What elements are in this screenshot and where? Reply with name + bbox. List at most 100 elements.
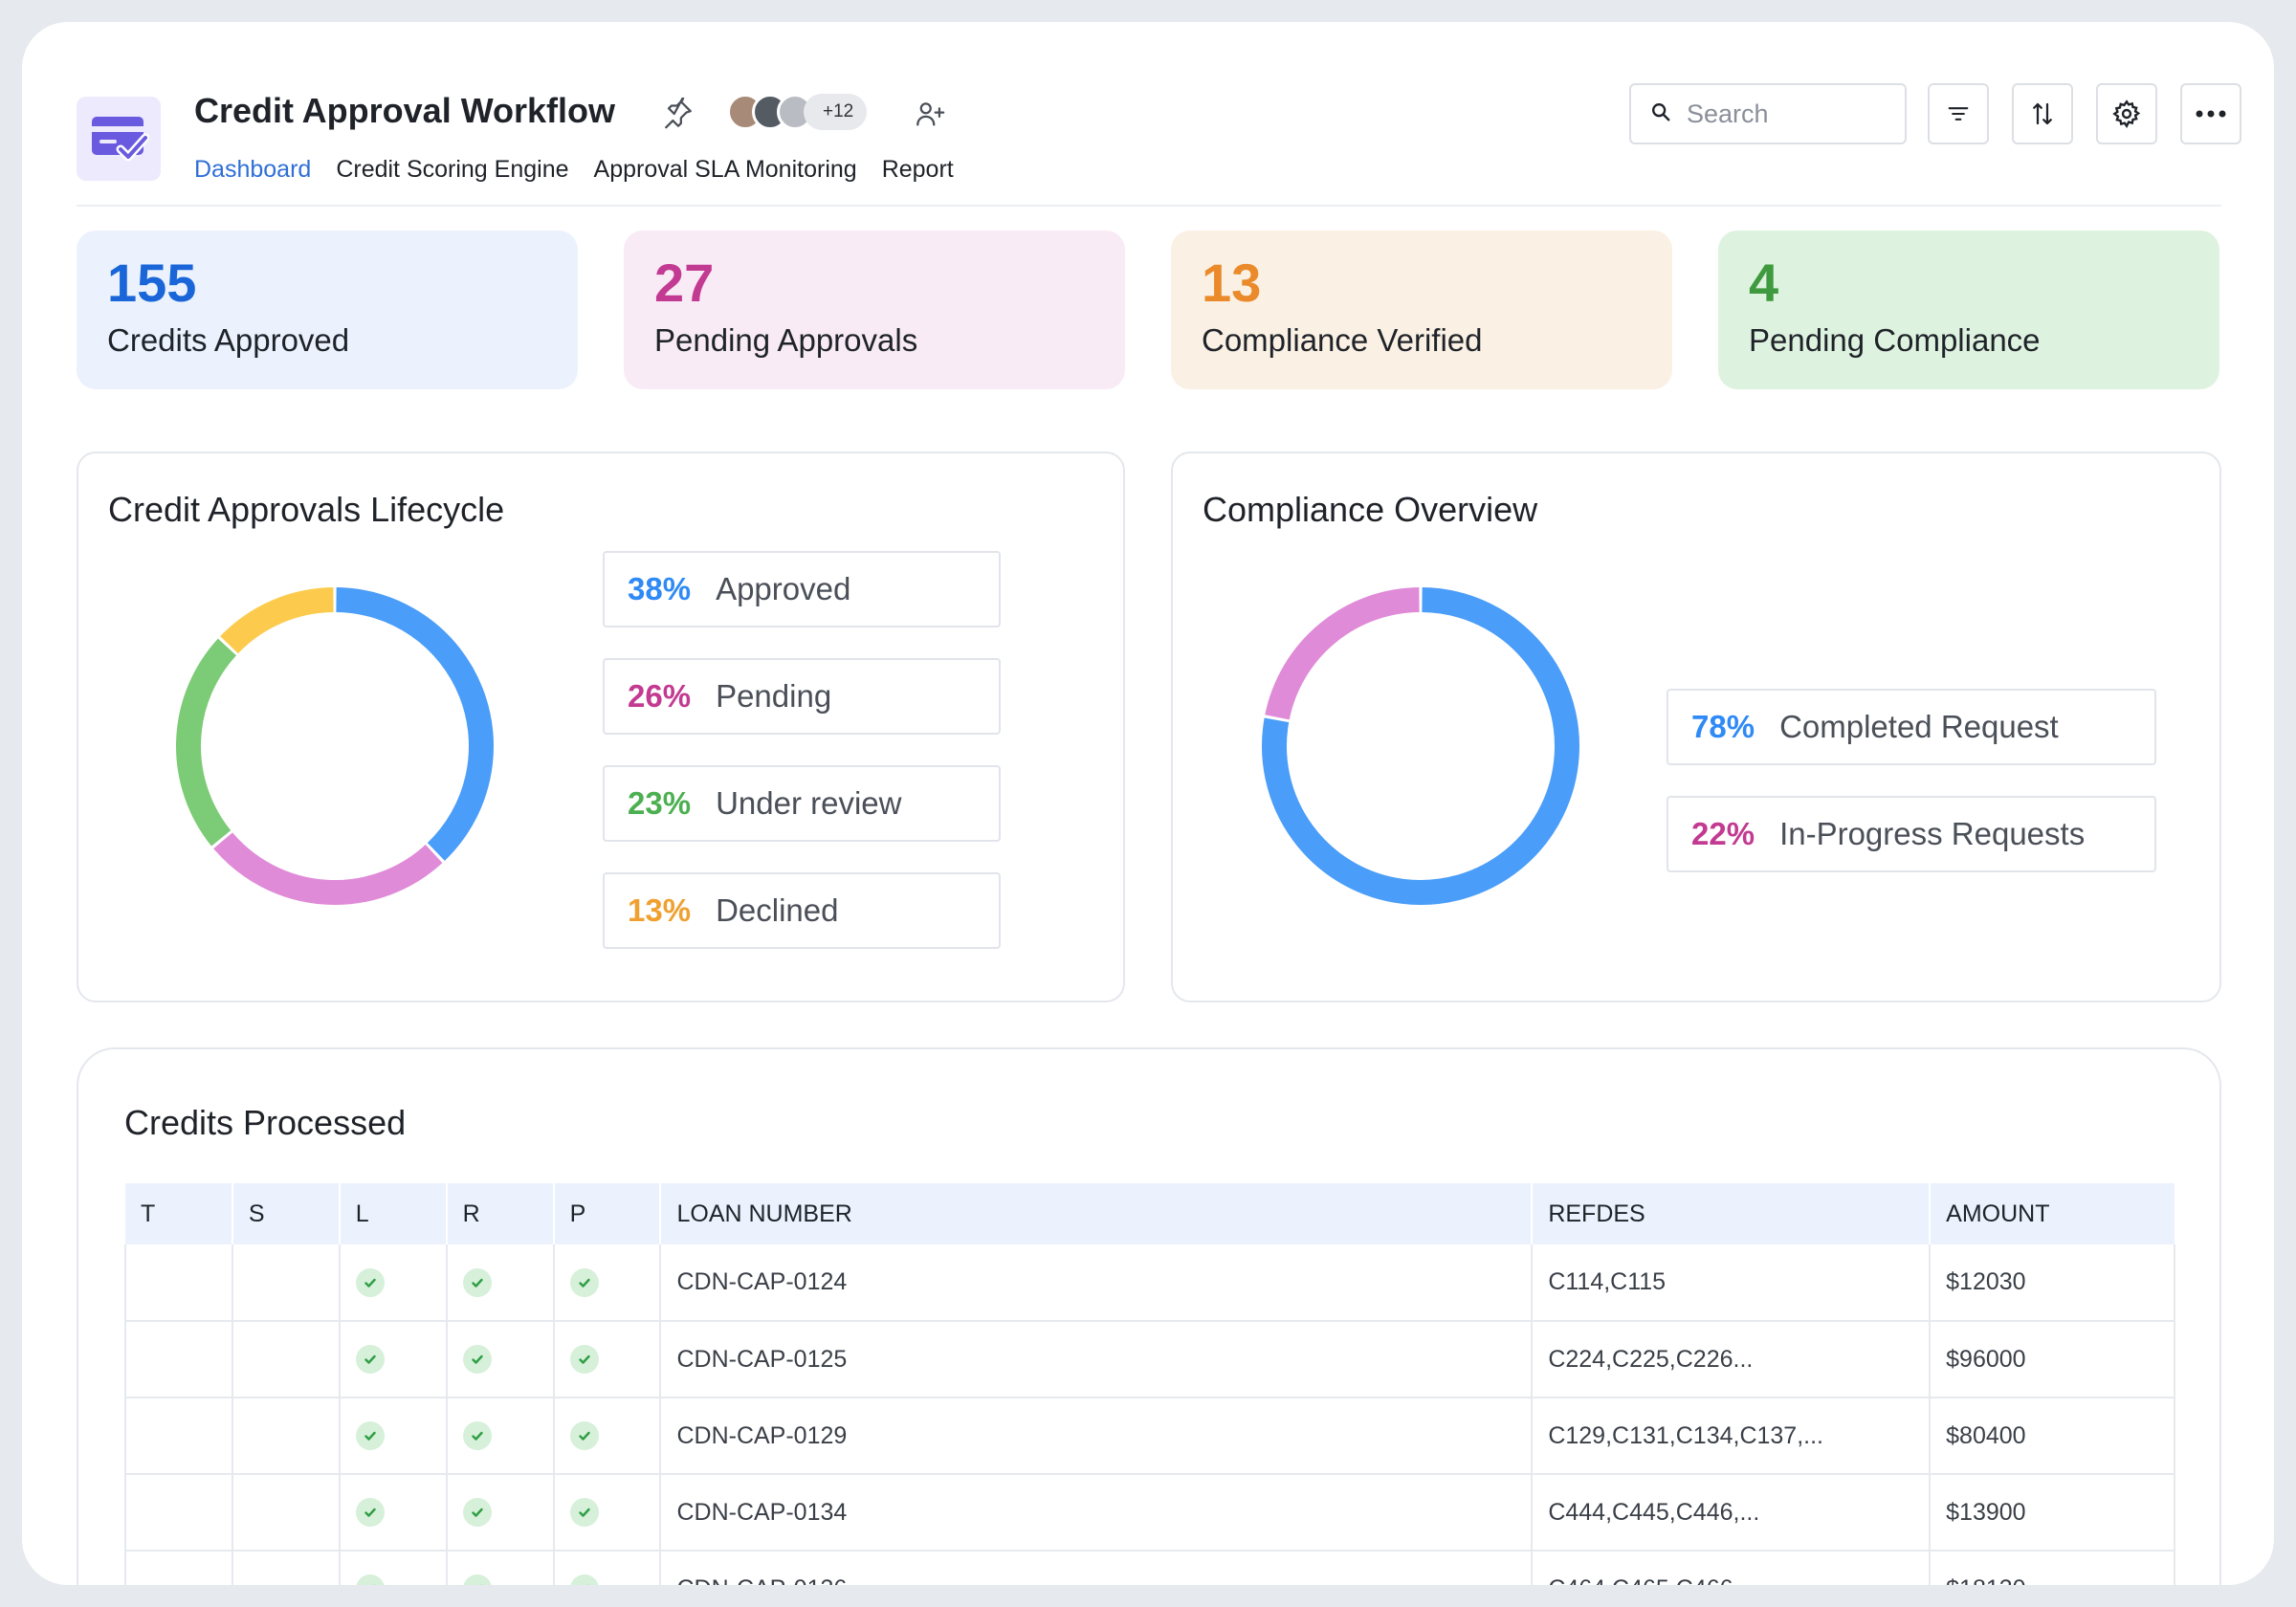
cell-s xyxy=(231,1474,340,1552)
legend-pending[interactable]: 26% Pending xyxy=(603,658,1001,735)
column-header-l[interactable]: L xyxy=(338,1183,447,1244)
cell-amount: $12030 xyxy=(1929,1244,2175,1322)
cell-p xyxy=(552,1474,661,1552)
check-icon xyxy=(355,1498,385,1527)
donut-slice-in-progress-requests[interactable] xyxy=(1265,587,1420,720)
kpi-label: Pending Compliance xyxy=(1749,321,2041,358)
check-icon xyxy=(569,1345,599,1374)
credits-processed-title: Credits Processed xyxy=(124,1103,407,1142)
legend-percent: 23% xyxy=(628,785,692,821)
tab-credit-scoring-engine[interactable]: Credit Scoring Engine xyxy=(336,156,569,183)
search-input[interactable] xyxy=(1687,99,1878,129)
kpi-pending-approvals[interactable]: 27 Pending Approvals xyxy=(624,231,1125,389)
kpi-value: 4 xyxy=(1749,253,1779,313)
cell-amount: $80400 xyxy=(1929,1398,2175,1475)
legend-under-review[interactable]: 23% Under review xyxy=(603,765,1001,842)
kpi-compliance-verified[interactable]: 13 Compliance Verified xyxy=(1171,231,1672,389)
cell-s xyxy=(231,1398,340,1475)
legend-percent: 22% xyxy=(1691,816,1755,851)
legend-declined[interactable]: 13% Declined xyxy=(603,872,1001,949)
check-icon xyxy=(355,1421,385,1450)
legend-percent: 78% xyxy=(1691,709,1755,744)
check-icon xyxy=(355,1267,385,1297)
cell-l xyxy=(338,1244,447,1322)
legend-label: Completed Request xyxy=(1779,709,2059,744)
legend-percent: 13% xyxy=(628,892,692,928)
compliance-title: Compliance Overview xyxy=(1203,490,1538,529)
check-icon xyxy=(569,1574,599,1585)
cell-p xyxy=(552,1244,661,1322)
kpi-label: Compliance Verified xyxy=(1202,321,1483,358)
more-icon xyxy=(2196,110,2226,118)
check-icon xyxy=(462,1574,492,1585)
kpi-label: Credits Approved xyxy=(107,321,350,358)
legend-label: Under review xyxy=(716,785,902,821)
column-header-r[interactable]: R xyxy=(445,1183,554,1244)
column-header-s[interactable]: S xyxy=(231,1183,340,1244)
filter-button[interactable] xyxy=(1928,83,1989,144)
sort-button[interactable] xyxy=(2012,83,2073,144)
legend-in-progress-requests[interactable]: 22% In-Progress Requests xyxy=(1667,796,2156,872)
donut-slice-under-review[interactable] xyxy=(176,638,237,847)
cell-l xyxy=(338,1398,447,1475)
cell-l xyxy=(338,1551,447,1585)
cell-l xyxy=(338,1321,447,1398)
tab-report[interactable]: Report xyxy=(881,156,954,183)
legend-approved[interactable]: 38% Approved xyxy=(603,551,1001,627)
add-user-icon[interactable] xyxy=(911,95,949,133)
cell-t xyxy=(124,1244,232,1322)
cell-loan-number: CDN-CAP-0129 xyxy=(659,1398,1533,1475)
header: Credit Approval Workflow +12 Dashboard C… xyxy=(77,70,2241,207)
kpi-label: Pending Approvals xyxy=(654,321,918,358)
cell-refdes: C114,C115 xyxy=(1531,1244,1931,1322)
column-header-t[interactable]: T xyxy=(141,1200,156,1227)
check-icon xyxy=(462,1421,492,1450)
donut-slice-declined[interactable] xyxy=(220,587,334,654)
legend-percent: 38% xyxy=(628,571,692,606)
check-icon xyxy=(462,1498,492,1527)
table-row[interactable]: CDN-CAP-0134 C444,C445,C446,... $13900 xyxy=(124,1474,2175,1552)
credits-processed-panel: Credits Processed T S L R P LOAN NUMBER … xyxy=(77,1047,2221,1585)
lifecycle-panel: Credit Approvals Lifecycle 38% Approved … xyxy=(77,451,1125,1002)
tab-dashboard[interactable]: Dashboard xyxy=(194,156,312,183)
legend-completed-request[interactable]: 78% Completed Request xyxy=(1667,689,2156,765)
donut-slice-completed-request[interactable] xyxy=(1262,587,1579,905)
kpi-pending-compliance[interactable]: 4 Pending Compliance xyxy=(1718,231,2219,389)
cell-s xyxy=(231,1244,340,1322)
cell-t xyxy=(124,1551,232,1585)
avatar-count-badge: +12 xyxy=(804,94,868,130)
cell-refdes: C464,C465,C466,... xyxy=(1531,1551,1931,1585)
column-header-loan-number[interactable]: LOAN NUMBER xyxy=(659,1183,1533,1244)
column-header-amount[interactable]: AMOUNT xyxy=(1929,1183,2175,1244)
donut-slice-pending[interactable] xyxy=(213,832,443,905)
tab-approval-sla-monitoring[interactable]: Approval SLA Monitoring xyxy=(593,156,857,183)
cell-amount: $13900 xyxy=(1929,1474,2175,1552)
more-options-button[interactable] xyxy=(2180,83,2241,144)
table-row[interactable]: CDN-CAP-0125 C224,C225,C226... $96000 xyxy=(124,1321,2175,1398)
sort-icon xyxy=(2033,102,2052,125)
cell-s xyxy=(231,1551,340,1585)
legend-label: Approved xyxy=(716,571,851,606)
cell-t xyxy=(124,1321,232,1398)
table-row[interactable]: CDN-CAP-0129 C129,C131,C134,C137,... $8040… xyxy=(124,1398,2175,1475)
cell-r xyxy=(445,1321,554,1398)
donut-slice-approved[interactable] xyxy=(336,587,494,861)
kpi-value: 13 xyxy=(1202,253,1262,313)
app-window: Credit Approval Workflow +12 Dashboard C… xyxy=(22,22,2274,1585)
column-header-p[interactable]: P xyxy=(552,1183,661,1244)
cell-r xyxy=(445,1551,554,1585)
table-row[interactable]: CDN-CAP-0124 C114,C115 $12030 xyxy=(124,1244,2175,1322)
pin-icon[interactable] xyxy=(659,95,697,133)
collaborator-avatars[interactable]: +12 xyxy=(727,93,868,131)
table-row[interactable]: CDN-CAP-0136C464,C465,C466,...$18130 xyxy=(124,1551,2175,1585)
search-box[interactable] xyxy=(1629,83,1907,144)
cell-refdes: C444,C445,C446,... xyxy=(1531,1474,1931,1552)
cell-refdes: C129,C131,C134,C137,... xyxy=(1531,1398,1931,1475)
column-header-refdes[interactable]: REFDES xyxy=(1531,1183,1931,1244)
check-icon xyxy=(569,1421,599,1450)
legend-label: Declined xyxy=(716,892,839,928)
settings-button[interactable] xyxy=(2096,83,2157,144)
kpi-credits-approved[interactable]: 155 Credits Approved xyxy=(77,231,578,389)
check-icon xyxy=(355,1345,385,1374)
check-icon xyxy=(569,1498,599,1527)
